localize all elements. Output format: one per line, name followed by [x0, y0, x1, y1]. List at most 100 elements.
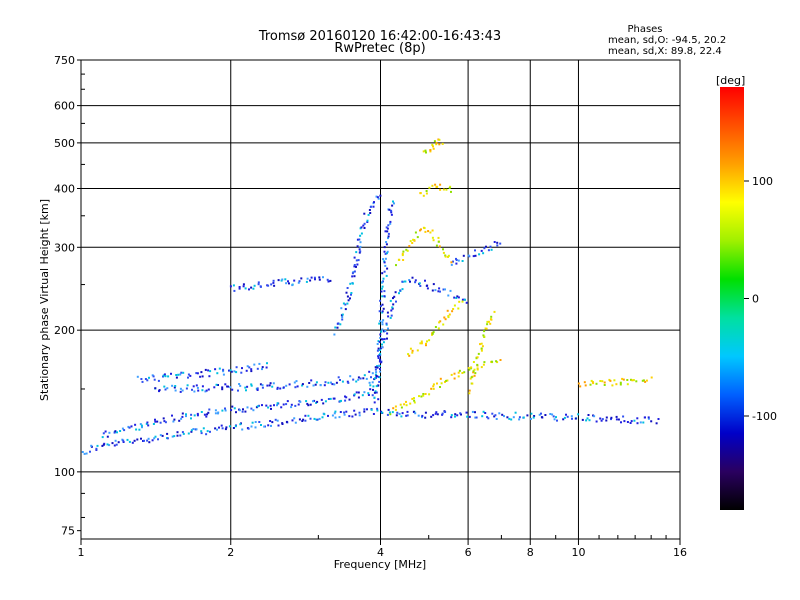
scatter-point: [351, 275, 354, 278]
scatter-point: [374, 390, 377, 393]
scatter-point: [391, 306, 394, 309]
scatter-point: [147, 424, 150, 427]
scatter-point: [241, 367, 243, 370]
scatter-point: [228, 369, 230, 372]
scatter-point: [288, 282, 290, 285]
scatter-point: [417, 414, 420, 417]
scatter-point: [234, 425, 237, 428]
scatter-point: [238, 409, 241, 412]
scatter-point: [482, 252, 485, 255]
scatter-point: [644, 416, 646, 419]
scatter-point: [336, 326, 339, 329]
scatter-point: [218, 367, 221, 370]
scatter-point: [224, 407, 226, 410]
scatter-point: [297, 281, 300, 284]
scatter-point: [239, 423, 242, 426]
scatter-point: [366, 408, 368, 411]
scatter-point: [475, 357, 478, 360]
scatter-point: [432, 147, 435, 150]
scatter-point: [154, 418, 156, 421]
scatter-point: [350, 293, 352, 296]
scatter-point: [274, 418, 277, 421]
scatter-point: [530, 412, 533, 415]
scatter-point: [430, 415, 433, 418]
scatter-point: [202, 427, 205, 430]
scatter-point: [401, 412, 404, 415]
scatter-point: [334, 326, 337, 329]
scatter-point: [306, 277, 309, 280]
scatter-point: [424, 149, 427, 152]
scatter-point: [610, 418, 612, 421]
scatter-point: [196, 412, 199, 415]
scatter-point: [359, 250, 362, 253]
y-tick-label: 750: [54, 54, 75, 67]
scatter-point: [469, 377, 472, 380]
scatter-point: [381, 323, 384, 326]
scatter-point: [312, 400, 314, 403]
scatter-point: [379, 194, 382, 197]
scatter-point: [390, 211, 393, 214]
scatter-point: [280, 279, 283, 282]
scatter-point: [199, 375, 202, 378]
scatter-point: [294, 421, 297, 424]
scatter-point: [442, 188, 445, 191]
scatter-point: [389, 316, 392, 319]
scatter-point: [290, 403, 293, 406]
scatter-point: [273, 404, 275, 407]
scatter-point: [221, 409, 224, 412]
scatter-point: [386, 230, 389, 233]
scatter-point: [253, 284, 256, 287]
scatter-point: [335, 381, 338, 384]
scatter-point: [374, 366, 377, 369]
scatter-point: [650, 420, 653, 423]
scatter-point: [314, 383, 317, 386]
scatter-point: [252, 409, 255, 412]
scatter-point: [371, 394, 374, 397]
scatter-point: [371, 372, 374, 375]
scatter-point: [600, 419, 603, 422]
scatter-point: [222, 373, 225, 376]
scatter-point: [487, 249, 490, 252]
scatter-point: [442, 248, 444, 251]
scatter-point: [190, 417, 192, 420]
x-tick-label: 6: [465, 546, 472, 559]
scatter-point: [395, 264, 397, 267]
scatter-point: [350, 292, 353, 294]
scatter-point: [200, 432, 203, 435]
scatter-point: [419, 285, 422, 287]
scatter-point: [377, 357, 380, 359]
scatter-point: [353, 275, 356, 278]
data-points: [81, 138, 660, 455]
scatter-point: [157, 438, 159, 441]
scatter-point: [122, 441, 125, 443]
scatter-point: [190, 430, 193, 433]
scatter-point: [633, 419, 636, 422]
scatter-point: [378, 354, 381, 357]
scatter-point: [579, 385, 582, 388]
x-tick-label: 10: [571, 546, 585, 559]
scatter-point: [394, 291, 397, 294]
scatter-point: [453, 296, 456, 299]
scatter-point: [424, 393, 427, 395]
scatter-point: [411, 276, 414, 279]
scatter-point: [401, 252, 404, 255]
scatter-point: [301, 420, 304, 422]
scatter-point: [228, 425, 231, 428]
scatter-point: [363, 408, 366, 411]
scatter-point: [166, 387, 169, 390]
scatter-point: [359, 245, 362, 248]
scatter-point: [483, 335, 486, 338]
scatter-point: [467, 254, 470, 257]
scatter-point: [400, 415, 403, 418]
scatter-point: [369, 384, 372, 387]
scatter-point: [442, 323, 445, 326]
scatter-point: [642, 421, 645, 424]
x-tick-label: 2: [227, 546, 234, 559]
scatter-point: [355, 251, 358, 254]
scatter-point: [367, 392, 370, 395]
scatter-point: [272, 281, 275, 284]
scatter-point: [192, 385, 195, 388]
scatter-point: [159, 421, 162, 424]
scatter-point: [441, 142, 444, 145]
scatter-point: [281, 278, 284, 281]
